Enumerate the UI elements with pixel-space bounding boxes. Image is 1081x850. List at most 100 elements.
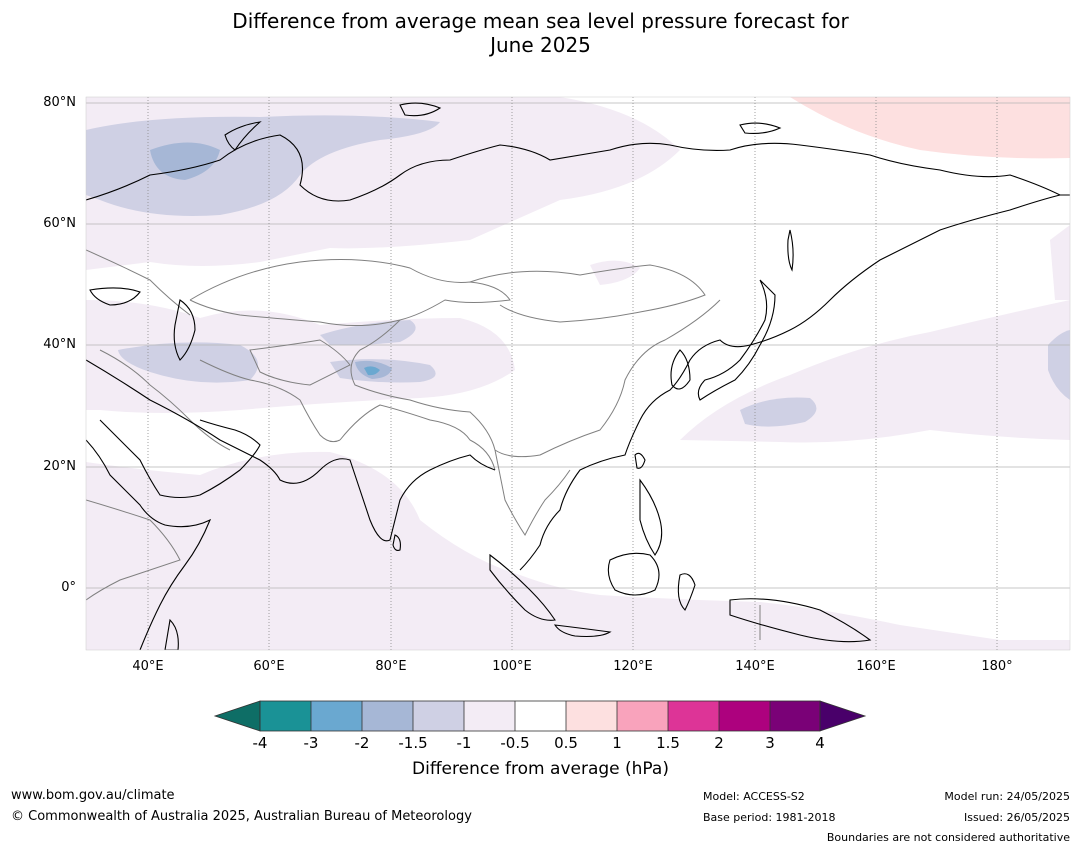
lon-label-180: 180° — [981, 659, 1013, 674]
anomaly-region-east-siberia — [590, 260, 640, 285]
title-line-2: June 2025 — [490, 33, 591, 57]
coast-java — [553, 624, 612, 638]
border-india — [339, 404, 496, 471]
latitude-gridlines — [86, 102, 1070, 589]
lon-label-60e: 60°E — [253, 659, 285, 674]
lon-label-100e: 100°E — [492, 659, 532, 674]
anomaly-region-tajikistan — [320, 320, 416, 346]
footer-model-run: Model run: 24/05/2025 — [944, 790, 1070, 803]
anomaly-region-pamir-peak — [364, 366, 380, 376]
colorbar-swatch-2 — [311, 701, 362, 731]
border-africa — [86, 499, 181, 601]
colorbar-swatch-9 — [668, 701, 719, 731]
coast-sulawesi — [677, 573, 696, 611]
map-area — [86, 97, 1070, 650]
colorbar-swatch-1 — [260, 701, 311, 731]
colorbar-tick-label: -0.5 — [500, 734, 530, 752]
colorbar-tick-label: 0.5 — [554, 734, 578, 752]
colorbar-tick-label: 1.5 — [656, 734, 680, 752]
coast-sri-lanka — [392, 534, 401, 551]
colorbar-tick-label: -1 — [456, 734, 472, 752]
coast-south-asia — [86, 359, 496, 542]
colorbar-swatch-5 — [464, 701, 515, 731]
coast-sakhalin — [787, 229, 794, 272]
colorbar — [213, 700, 867, 732]
colorbar-tick-label: 2 — [714, 734, 724, 752]
colorbar-tick-label: 3 — [765, 734, 775, 752]
colorbar-swatch-11 — [770, 701, 820, 731]
anomaly-region-japan-sea — [740, 397, 817, 427]
coast-korea — [670, 349, 691, 390]
colorbar-swatch-7 — [566, 701, 617, 731]
coast-new-guinea — [729, 598, 872, 643]
coast-japan — [697, 279, 776, 401]
map-frame — [85, 96, 1071, 651]
colorbar-tick-label: -2 — [354, 734, 370, 752]
colorbar-swatch-10 — [719, 701, 770, 731]
longitude-gridlines — [147, 97, 998, 650]
anomaly-region-arabian-sea-indian-ocean — [86, 451, 1070, 650]
coast-pacific-east-asia — [519, 194, 1061, 571]
coast-black-sea — [89, 287, 141, 306]
colorbar-swatch-3 — [362, 701, 413, 731]
lat-label-0: 0° — [61, 580, 76, 595]
border-middle-east — [99, 349, 231, 451]
colorbar-extend-high — [819, 700, 867, 732]
coast-new-siberian-islands — [739, 122, 782, 134]
lat-label-80n: 80°N — [43, 95, 76, 110]
coast-sumatra — [489, 553, 556, 621]
lon-label-160e: 160°E — [856, 659, 896, 674]
coast-philippines — [639, 478, 663, 556]
colorbar-tick-label: -1.5 — [398, 734, 428, 752]
coast-africa-east — [86, 439, 212, 650]
colorbar-swatch-8 — [617, 701, 668, 731]
country-borders — [86, 249, 761, 640]
colorbar-swatch-6 — [515, 701, 566, 731]
lon-label-40e: 40°E — [132, 659, 164, 674]
map-title: Difference from average mean sea level p… — [0, 9, 1081, 57]
coast-novaya-zemlya — [224, 121, 262, 151]
lon-label-120e: 120°E — [613, 659, 653, 674]
anomaly-region-arctic-positive — [790, 97, 1070, 159]
lon-label-80e: 80°E — [375, 659, 407, 674]
title-line-1: Difference from average mean sea level p… — [232, 9, 849, 33]
coast-borneo — [607, 552, 660, 596]
footer-url: www.bom.gov.au/climate — [11, 788, 175, 803]
coast-madagascar — [164, 618, 179, 650]
lat-label-40n: 40°N — [43, 337, 76, 352]
lat-label-60n: 60°N — [43, 216, 76, 231]
border-kazakhstan — [189, 259, 511, 327]
footer-base-period: Base period: 1981-2018 — [703, 811, 836, 824]
anomaly-region-pacific-east — [1048, 330, 1070, 400]
coast-caspian-sea — [173, 299, 196, 361]
border-myanmar-thailand — [494, 449, 571, 536]
border-europe — [86, 249, 191, 316]
colorbar-outline — [259, 700, 821, 732]
footer-issued: Issued: 26/05/2025 — [963, 811, 1070, 824]
border-afghanistan — [249, 339, 351, 386]
lon-label-140e: 140°E — [735, 659, 775, 674]
colorbar-extend-low — [213, 700, 261, 732]
coast-severnaya-zemlya — [399, 102, 442, 117]
border-mongolia — [469, 264, 706, 323]
anomaly-shading-strong — [150, 142, 392, 379]
footer-model: Model: ACCESS-S2 — [703, 790, 805, 803]
border-iran-pakistan — [199, 359, 341, 443]
anomaly-region-caspian — [118, 342, 258, 383]
colorbar-tick-label: 1 — [612, 734, 622, 752]
coast-taiwan — [634, 452, 646, 469]
anomaly-region-bering — [1050, 225, 1070, 300]
footer-copyright: © Commonwealth of Australia 2025, Austra… — [11, 809, 472, 824]
coastlines — [86, 102, 1070, 650]
anomaly-region-barents-sea — [86, 115, 440, 216]
anomaly-region-norwegian-sea-core — [150, 142, 220, 180]
coast-russia-arctic — [86, 134, 1070, 202]
colorbar-tick-label: -3 — [303, 734, 319, 752]
coast-arabian-peninsula — [99, 419, 261, 499]
lat-label-20n: 20°N — [43, 459, 76, 474]
colorbar-swatch-4 — [413, 701, 464, 731]
colorbar-label: Difference from average (hPa) — [412, 759, 669, 779]
footer-disclaimer: Boundaries are not considered authoritat… — [826, 831, 1070, 844]
colorbar-tick-label: -4 — [252, 734, 268, 752]
